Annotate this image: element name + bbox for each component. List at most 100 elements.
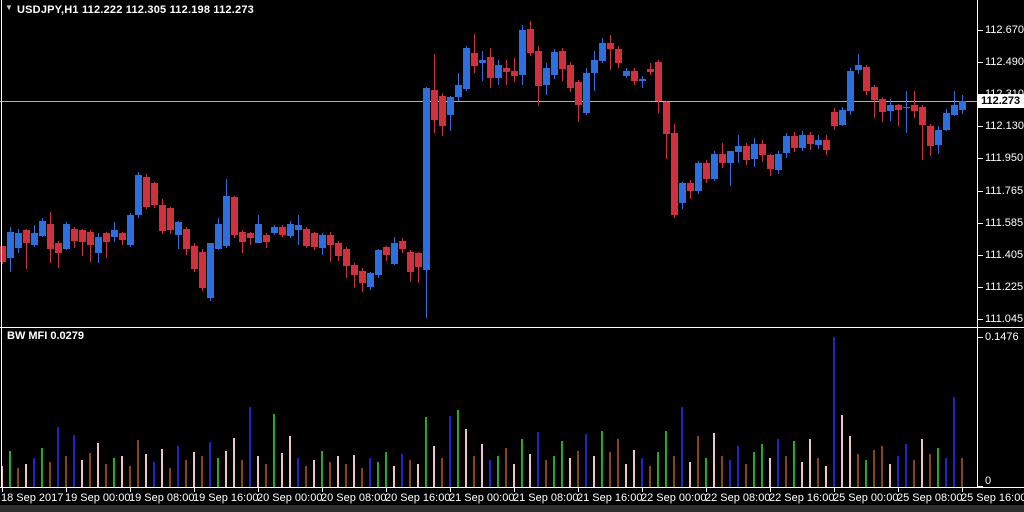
mfi-histogram-bar: [209, 442, 211, 487]
candle-bull: [375, 250, 382, 275]
price-axis-label: 112.130: [985, 120, 1024, 133]
mfi-histogram-bar: [425, 417, 427, 487]
candle-bear: [263, 235, 270, 242]
mfi-histogram-bar: [721, 456, 723, 487]
candle-bear: [559, 51, 566, 69]
candle-bull: [943, 113, 950, 130]
candle-bear: [471, 53, 478, 66]
time-axis-label: 22 Sep 08:00: [705, 492, 771, 504]
mfi-histogram-bar: [729, 460, 731, 487]
candle-bull: [15, 233, 22, 248]
candle-bear: [703, 163, 710, 179]
candle-wick: [354, 263, 355, 288]
candle-bull: [391, 243, 398, 264]
mfi-histogram-bar: [321, 451, 323, 487]
mfi-histogram-bar: [385, 452, 387, 487]
candle-bull: [295, 225, 302, 230]
mfi-histogram-bar: [689, 462, 691, 487]
mfi-histogram-bar: [81, 460, 83, 487]
time-tick: [322, 488, 323, 492]
mfi-histogram-bar: [25, 464, 27, 487]
price-tick: [977, 126, 983, 127]
candle-bull: [623, 71, 630, 76]
mfi-histogram-bar: [713, 433, 715, 487]
candle-bear: [279, 227, 286, 235]
mfi-histogram-bar: [769, 458, 771, 487]
candle-bear: [871, 87, 878, 100]
candle-bear: [47, 224, 54, 249]
mfi-histogram-bar: [233, 438, 235, 487]
candle-wick: [906, 91, 907, 133]
candle-wick: [482, 51, 483, 81]
mfi-histogram-bar: [337, 456, 339, 487]
candle-bear: [831, 112, 838, 126]
candle-bear: [431, 90, 438, 120]
candle-bear: [575, 82, 582, 105]
price-axis-label: 112.490: [985, 56, 1024, 69]
mfi-histogram-bar: [497, 456, 499, 487]
candle-wick: [106, 232, 107, 258]
mfi-histogram-bar: [873, 450, 875, 487]
mfi-histogram-bar: [249, 407, 251, 487]
mfi-histogram-bar: [113, 458, 115, 487]
candle-bear: [79, 230, 86, 242]
time-axis-label: 21 Sep 00:00: [449, 492, 515, 504]
candle-bull: [207, 243, 214, 298]
mfi-histogram-bar: [537, 432, 539, 487]
candle-bear: [767, 155, 774, 169]
mfi-histogram-bar: [417, 464, 419, 487]
time-tick: [130, 488, 131, 492]
time-tick: [258, 488, 259, 492]
mfi-histogram-bar: [313, 460, 315, 487]
panel-divider[interactable]: [0, 327, 1024, 328]
mfi-histogram-bar: [585, 434, 587, 487]
mfi-histogram-bar: [409, 460, 411, 487]
mfi-histogram-bar: [121, 456, 123, 487]
candle-wick: [330, 232, 331, 262]
mfi-histogram-bar: [345, 464, 347, 487]
mfi-histogram-bar: [753, 452, 755, 487]
mfi-histogram-bar: [913, 460, 915, 487]
mfi-histogram-bar: [793, 441, 795, 487]
candle-bear: [879, 99, 886, 112]
candle-bull: [847, 71, 854, 111]
candle-bear: [151, 183, 158, 205]
mfi-histogram-bar: [153, 462, 155, 487]
price-tick: [977, 287, 983, 288]
mfi-histogram-bar: [641, 458, 643, 487]
mfi-histogram-bar: [305, 466, 307, 487]
candle-bull: [959, 101, 966, 110]
candle-bull: [63, 224, 70, 249]
candle-wick: [418, 252, 419, 283]
mfi-histogram-bar: [945, 458, 947, 487]
mfi-histogram-bar: [481, 444, 483, 487]
mfi-histogram-bar: [241, 460, 243, 487]
candle-bear: [863, 67, 870, 91]
mfi-histogram-bar: [761, 444, 763, 487]
time-tick: [450, 488, 451, 492]
time-axis-label: 22 Sep 00:00: [641, 492, 707, 504]
mfi-histogram-bar: [393, 466, 395, 487]
mfi-histogram-bar: [777, 439, 779, 487]
time-axis-label: 21 Sep 08:00: [513, 492, 579, 504]
mfi-histogram-bar: [905, 444, 907, 487]
time-tick: [386, 488, 387, 492]
mfi-histogram-bar: [145, 454, 147, 487]
candle-bear: [407, 252, 414, 272]
mfi-histogram-bar: [521, 439, 523, 487]
mfi-histogram-bar: [33, 458, 35, 487]
mfi-histogram-bar: [825, 466, 827, 487]
candle-bull: [367, 273, 374, 287]
candle-bear: [911, 105, 918, 111]
window-bottom-edge: [0, 505, 1024, 512]
collapse-arrow-icon[interactable]: ▼: [5, 3, 13, 12]
candle-bear: [303, 229, 310, 246]
mfi-histogram-bar: [609, 452, 611, 487]
price-tick: [977, 223, 983, 224]
candle-bull: [455, 85, 462, 97]
price-tick: [977, 158, 983, 159]
mfi-histogram-bar: [73, 435, 75, 487]
mfi-histogram-bar: [377, 462, 379, 487]
candle-bull: [599, 43, 606, 61]
